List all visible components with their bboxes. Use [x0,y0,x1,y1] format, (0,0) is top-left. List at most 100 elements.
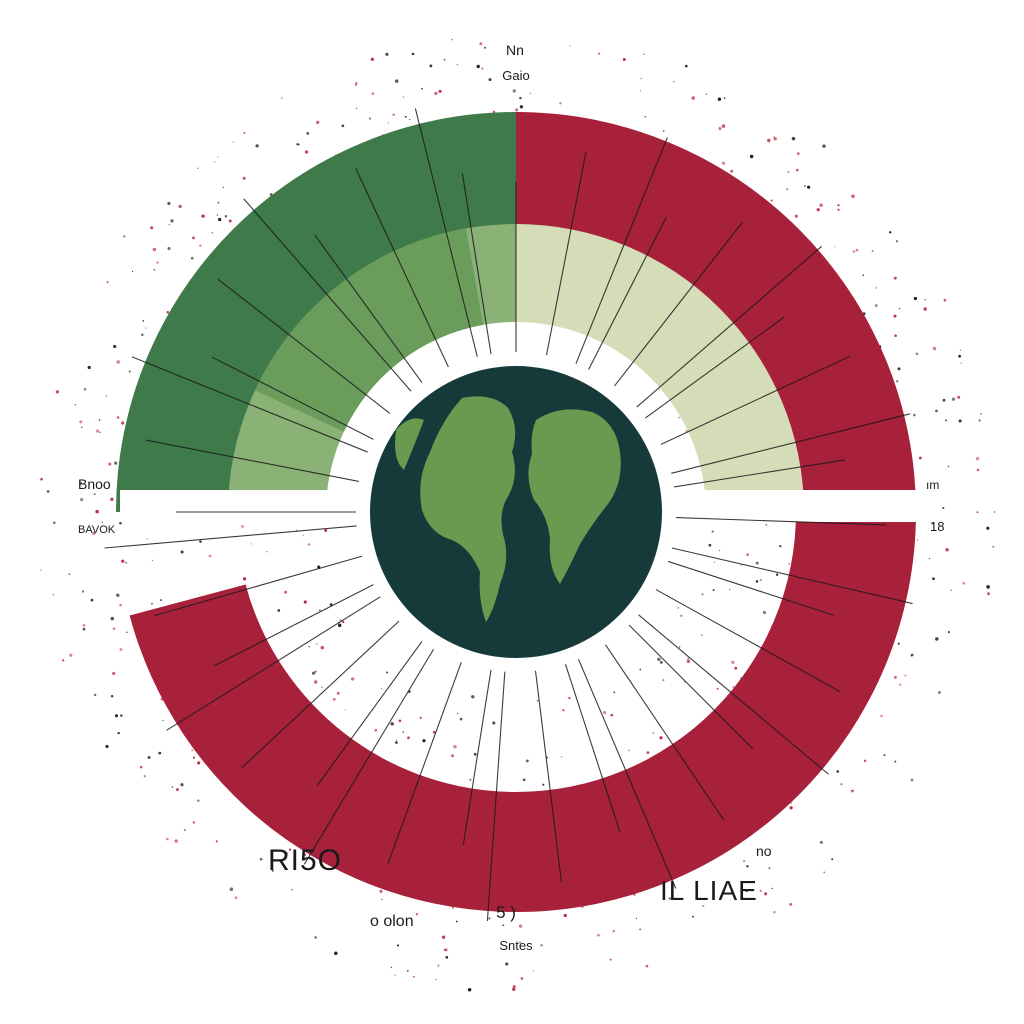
speckle-dot [794,214,798,218]
speckle-dot [105,744,109,749]
speckle-dot [313,680,318,684]
speckle-dot [662,130,665,132]
speckle-dot [915,352,919,356]
speckle-dot [232,141,235,143]
annotation-labels: Nn Gaio Bnoo BAVOK ım 18 RI5O o olon 5 )… [78,42,944,953]
speckle-dot [895,240,899,243]
speckle-dot [277,609,281,612]
speckle-dot [166,310,170,314]
speckle-dot [429,64,433,68]
speckle-dot [639,928,641,931]
globe-continents [395,396,621,622]
ray-line [486,671,506,922]
speckle-dot [228,219,232,223]
speckle-dot [112,627,116,631]
speckle-dot [562,709,565,712]
speckle-dot [945,548,949,552]
speckle-dot [80,426,83,429]
speckle-dot [302,853,307,857]
speckle-dot [211,231,214,234]
speckle-dot [597,52,601,55]
speckle-dot [116,360,120,364]
speckle-dot [395,741,398,744]
speckle-dot [723,97,726,99]
speckle-dot [678,646,681,648]
speckle-dot [542,783,545,786]
speckle-dot [121,421,125,425]
speckle-dot [874,304,878,307]
ray-line [414,108,478,357]
speckle-dot [837,204,840,207]
speckle-dot [918,456,922,460]
speckle-dot [422,739,426,743]
speckle-dot [370,57,374,61]
speckle-dot [943,298,947,302]
speckle-dot [451,754,455,758]
speckle-dot [932,346,937,351]
speckle-dot [505,962,509,966]
speckle-dot [392,113,396,117]
speckle-dot [192,821,196,824]
speckle-dot [718,126,722,131]
speckle-dot [775,573,779,576]
speckle-dot [947,631,950,634]
speckle-dot [390,722,394,726]
speckle-dot [141,333,144,336]
speckle-dot [947,465,950,468]
speckle-dot [119,521,122,525]
label-top-line2: Gaio [502,68,529,83]
speckle-dot [855,248,859,252]
speckle-dot [117,731,120,735]
speckle-dot [950,589,953,592]
speckle-dot [958,354,961,358]
speckle-dot [344,709,346,711]
speckle-dot [992,545,995,548]
speckle-dot [81,590,85,593]
speckle-dot [837,208,840,211]
speckle-dot [894,676,897,679]
speckle-dot [369,117,372,120]
ray-line [131,356,368,453]
speckle-dot [280,97,283,100]
speckle-dot [285,852,288,855]
speckle-dot [170,219,174,223]
speckle-dot [960,362,962,364]
speckle-dot [645,964,649,968]
speckle-dot [975,457,980,461]
speckle-dot [924,298,927,301]
speckle-dot [644,115,647,118]
speckle-dot [559,102,562,105]
speckle-dot [768,867,771,870]
speckle-dot [451,906,455,909]
speckle-dot [518,924,523,928]
speckle-dot [125,631,128,634]
speckle-dot [795,168,799,172]
ray-line [314,234,423,383]
speckle-dot [201,214,205,218]
speckle-dot [374,728,378,732]
speckle-dot [178,204,182,209]
speckle-dot [540,944,543,947]
label-bottom-center-lower: Sntes [499,938,533,953]
speckle-dot [394,974,396,976]
speckle-dot [445,955,449,959]
speckle-dot [99,431,101,434]
speckle-dot [767,138,771,143]
speckle-dot [217,201,220,204]
speckle-dot [945,419,947,422]
speckle-dot [243,131,246,135]
speckle-dot [128,370,131,373]
segment-outer-0 [516,112,916,912]
speckle-dot [467,987,472,992]
ray-line [614,221,743,387]
speckle-dot [95,429,100,433]
speckle-dot [520,977,524,980]
ray-line [154,555,363,617]
speckle-dot [437,964,440,967]
speckle-dot [935,409,938,413]
speckle-dot [894,334,897,338]
speckle-dot [635,917,638,920]
label-bottom-left-big: RI5O [268,844,342,877]
speckle-dot [435,978,437,981]
speckle-dot [745,889,748,893]
